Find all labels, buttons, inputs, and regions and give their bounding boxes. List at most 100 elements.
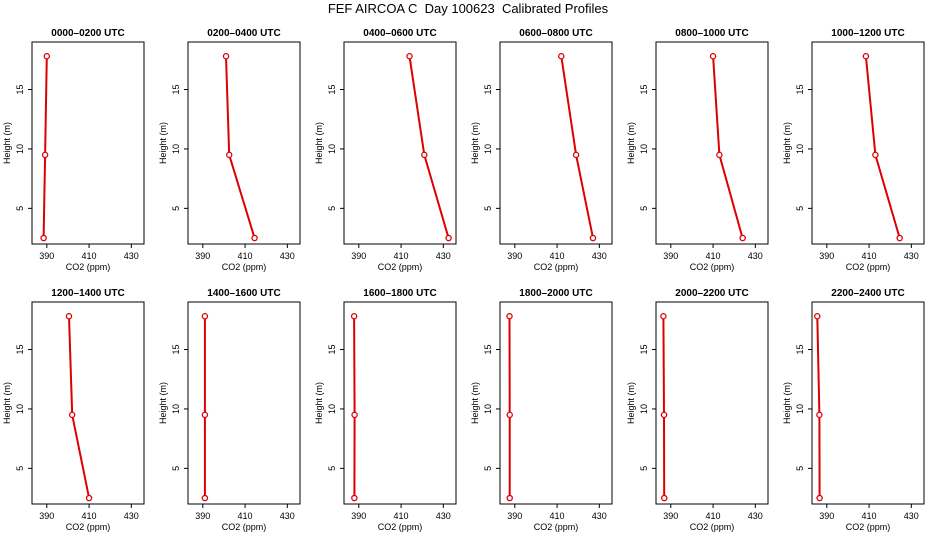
x-axis-label: CO2 (ppm) [378,262,423,272]
x-tick-label: 430 [124,251,139,261]
panel-title: 1800–2000 UTC [519,288,592,299]
y-tick-label: 15 [483,345,493,355]
profile-line [42,56,48,239]
panel-8: 1400–1600 UTC 390 410 430 5 10 15 CO2 (ppm) Heig… [158,288,301,532]
y-tick-label: 5 [795,466,805,471]
data-point [85,494,93,502]
x-tick-label: 390 [39,251,54,261]
y-tick-label: 5 [171,206,181,211]
x-tick-label: 430 [436,251,451,261]
plot-frame [31,301,145,505]
data-point [872,151,879,159]
x-tick-label: 410 [238,511,253,521]
x-tick-label: 430 [904,251,919,261]
data-point [660,313,667,320]
profile-line [816,316,821,499]
y-tick-label: 5 [171,466,181,471]
data-point [814,313,821,320]
y-tick-label: 10 [15,144,25,154]
data-point [421,151,428,159]
panel-11: 2000–2200 UTC 390 410 430 5 10 15 CO2 (ppm) Heig… [626,288,769,532]
data-point [225,151,233,159]
x-tick-label: 390 [195,511,210,521]
data-point [716,151,723,159]
x-tick-label: 430 [904,511,919,521]
profile-line [864,56,901,239]
x-axis-label: CO2 (ppm) [846,262,891,272]
profile-line [68,316,91,499]
data-point [660,411,668,419]
profile-line [712,56,744,239]
data-point [896,234,903,242]
y-tick-label: 5 [483,206,493,211]
x-tick-label: 410 [82,251,97,261]
y-tick-label: 10 [795,144,805,154]
x-tick-label: 430 [280,511,295,521]
y-tick-label: 15 [171,345,181,355]
x-axis-label: CO2 (ppm) [534,522,579,532]
x-axis-label: CO2 (ppm) [222,262,267,272]
y-tick-label: 10 [327,404,337,414]
x-tick-label: 430 [592,251,607,261]
y-tick-label: 5 [639,206,649,211]
x-tick-label: 430 [280,251,295,261]
x-tick-label: 390 [351,511,366,521]
y-axis-label: Height (m) [782,122,792,164]
panel-title: 1200–1400 UTC [51,288,124,299]
x-tick-label: 410 [550,251,565,261]
y-tick-label: 10 [171,404,181,414]
profile-line [225,56,256,239]
data-point [506,313,513,320]
data-point [709,53,717,60]
panel-4: 0600–0800 UTC 390 410 430 5 10 15 CO2 (ppm) Heig… [470,28,613,272]
data-point [43,53,51,60]
y-tick-label: 5 [327,466,337,471]
plot-frame [187,301,301,505]
panel-title: 2000–2200 UTC [675,288,748,299]
panel-9: 1600–1800 UTC 390 410 430 5 10 15 CO2 (ppm) Heig… [314,288,457,532]
x-tick-label: 410 [238,251,253,261]
y-tick-label: 10 [795,404,805,414]
x-tick-label: 390 [507,251,522,261]
x-tick-label: 410 [394,251,409,261]
plot-frame [343,41,457,245]
x-tick-label: 410 [706,511,721,521]
y-axis-label: Height (m) [2,382,12,424]
panel-title: 0600–0800 UTC [519,28,592,39]
x-axis-label: CO2 (ppm) [534,262,579,272]
y-tick-label: 15 [639,85,649,95]
panel-10: 1800–2000 UTC 390 410 430 5 10 15 CO2 (ppm) Heig… [470,288,613,532]
y-axis-label: Height (m) [782,382,792,424]
x-tick-label: 410 [862,511,877,521]
y-axis-label: Height (m) [158,122,168,164]
y-tick-label: 5 [15,466,25,471]
plot-frame [811,301,925,505]
panel-12: 2200–2400 UTC 390 410 430 5 10 15 CO2 (ppm) Heig… [782,288,925,532]
y-axis-label: Height (m) [470,382,480,424]
x-axis-label: CO2 (ppm) [690,262,735,272]
y-tick-label: 5 [327,206,337,211]
data-point [660,494,668,502]
y-tick-label: 5 [15,206,25,211]
data-point [222,53,230,60]
plot-frame [31,41,145,245]
data-point [40,234,47,242]
y-tick-label: 15 [15,85,25,95]
data-point [816,411,823,419]
profile-line [560,56,594,239]
x-tick-label: 410 [82,511,97,521]
x-tick-label: 410 [550,511,565,521]
panel-7: 1200–1400 UTC 390 410 430 5 10 15 CO2 (ppm) Heig… [2,288,145,532]
y-axis-label: Height (m) [314,382,324,424]
panel-title: 1400–1600 UTC [207,288,280,299]
panel-1: 0000–0200 UTC 390 410 430 5 10 15 CO2 (ppm) Heig… [2,28,145,272]
y-tick-label: 5 [795,206,805,211]
x-axis-label: CO2 (ppm) [66,522,111,532]
x-tick-label: 430 [748,251,763,261]
panel-2: 0200–0400 UTC 390 410 430 5 10 15 CO2 (ppm) Heig… [158,28,301,272]
x-tick-label: 390 [663,511,678,521]
data-point [862,53,870,60]
panel-title: 0400–0600 UTC [363,28,436,39]
data-point [506,494,513,502]
x-tick-label: 390 [195,251,210,261]
